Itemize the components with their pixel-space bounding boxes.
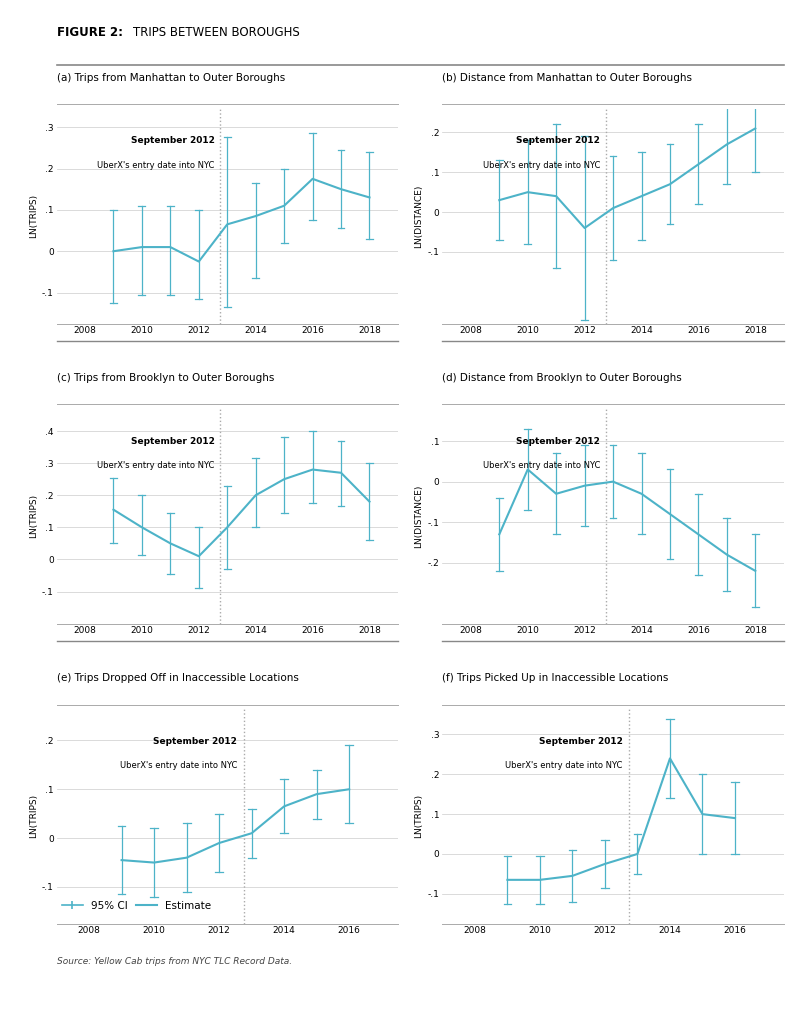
Text: UberX's entry date into NYC: UberX's entry date into NYC	[506, 761, 623, 770]
Text: (e) Trips Dropped Off in Inaccessible Locations: (e) Trips Dropped Off in Inaccessible Lo…	[57, 673, 298, 683]
Text: (f) Trips Picked Up in Inaccessible Locations: (f) Trips Picked Up in Inaccessible Loca…	[442, 673, 669, 683]
Text: September 2012: September 2012	[539, 736, 623, 745]
Text: September 2012: September 2012	[516, 136, 600, 145]
Text: UberX's entry date into NYC: UberX's entry date into NYC	[483, 161, 600, 170]
Y-axis label: LN(TRIPS): LN(TRIPS)	[29, 794, 38, 839]
Y-axis label: LN(TRIPS): LN(TRIPS)	[415, 794, 423, 839]
Text: UberX's entry date into NYC: UberX's entry date into NYC	[120, 761, 237, 770]
Text: September 2012: September 2012	[131, 436, 214, 445]
Text: September 2012: September 2012	[131, 136, 214, 145]
Y-axis label: LN(TRIPS): LN(TRIPS)	[29, 494, 38, 539]
Text: UberX's entry date into NYC: UberX's entry date into NYC	[97, 461, 214, 470]
Text: (d) Distance from Brooklyn to Outer Boroughs: (d) Distance from Brooklyn to Outer Boro…	[442, 373, 682, 383]
Text: Source: Yellow Cab trips from NYC TLC Record Data.: Source: Yellow Cab trips from NYC TLC Re…	[57, 957, 292, 967]
Y-axis label: LN(TRIPS): LN(TRIPS)	[29, 194, 38, 239]
Text: (b) Distance from Manhattan to Outer Boroughs: (b) Distance from Manhattan to Outer Bor…	[442, 73, 692, 83]
Legend: 95% CI, Estimate: 95% CI, Estimate	[61, 901, 212, 911]
Text: (a) Trips from Manhattan to Outer Boroughs: (a) Trips from Manhattan to Outer Boroug…	[57, 73, 284, 83]
Y-axis label: LN(DISTANCE): LN(DISTANCE)	[415, 484, 423, 548]
Text: UberX's entry date into NYC: UberX's entry date into NYC	[483, 461, 600, 470]
Text: (c) Trips from Brooklyn to Outer Boroughs: (c) Trips from Brooklyn to Outer Borough…	[57, 373, 274, 383]
Text: FIGURE 2:: FIGURE 2:	[57, 26, 123, 39]
Text: UberX's entry date into NYC: UberX's entry date into NYC	[97, 161, 214, 170]
Text: September 2012: September 2012	[154, 736, 237, 745]
Text: TRIPS BETWEEN BOROUGHS: TRIPS BETWEEN BOROUGHS	[133, 26, 300, 39]
Y-axis label: LN(DISTANCE): LN(DISTANCE)	[415, 184, 423, 248]
Text: September 2012: September 2012	[516, 436, 600, 445]
